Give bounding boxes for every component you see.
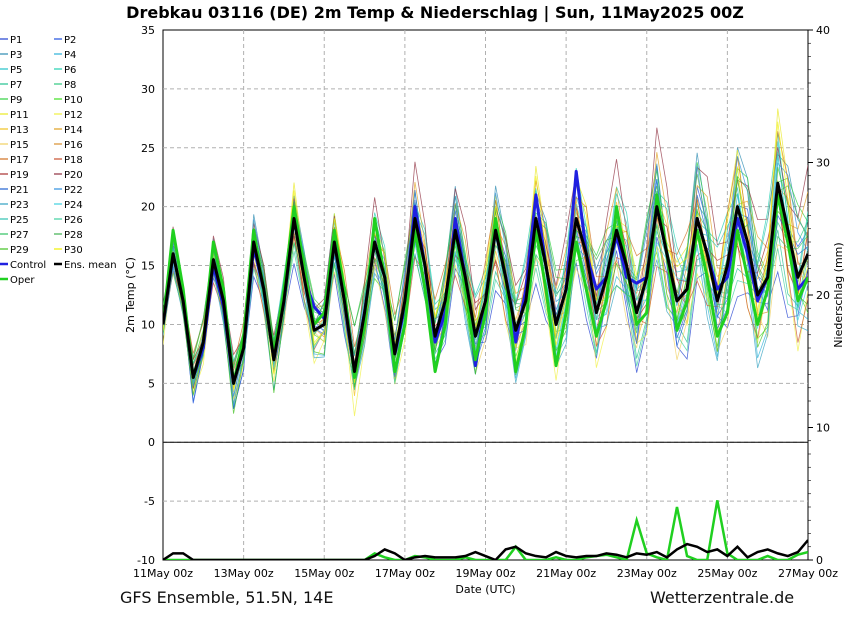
legend-label: P25	[10, 215, 29, 226]
legend-label: P22	[64, 185, 83, 196]
y-tick-label: 15	[141, 260, 155, 273]
y-tick-label: 25	[141, 142, 155, 155]
legend-label: P30	[64, 245, 83, 256]
legend-label: P18	[64, 155, 83, 166]
y-tick-label: 0	[148, 436, 155, 449]
legend-label: P7	[10, 80, 22, 91]
legend-label: P6	[64, 65, 76, 76]
x-axis-label: Date (UTC)	[455, 583, 515, 596]
legend-label: P11	[10, 110, 29, 121]
y-tick-label: -10	[137, 554, 155, 567]
model-location-label: GFS Ensemble, 51.5N, 14E	[120, 588, 334, 607]
y-tick-label: 35	[141, 24, 155, 37]
legend-label: P12	[64, 110, 83, 121]
legend-label: P24	[64, 200, 83, 211]
y-axis-label: 2m Temp (°C)	[124, 257, 137, 333]
x-tick-label: 27May 00z	[778, 567, 838, 580]
legend-label: Ens. mean	[64, 260, 117, 271]
legend-label: P15	[10, 140, 29, 151]
x-tick-label: 11May 00z	[133, 567, 193, 580]
legend-label: P10	[64, 95, 83, 106]
x-tick-label: 25May 00z	[697, 567, 757, 580]
legend-label: P8	[64, 80, 76, 91]
temp-line-ens-mean	[163, 181, 808, 385]
x-tick-label: 17May 00z	[375, 567, 435, 580]
y2-tick-label: 40	[816, 24, 830, 37]
legend-label: P21	[10, 185, 29, 196]
legend-label: P28	[64, 230, 83, 241]
legend-label: P5	[10, 65, 22, 76]
y2-axis-label: Niederschlag (mm)	[832, 242, 845, 347]
legend-label: P20	[64, 170, 83, 181]
legend-label: Control	[10, 260, 46, 271]
legend-label: P23	[10, 200, 29, 211]
legend-label: P4	[64, 50, 76, 61]
legend-label: P9	[10, 95, 22, 106]
y2-tick-label: 30	[816, 157, 830, 170]
legend-label: Oper	[10, 275, 35, 286]
x-tick-label: 15May 00z	[294, 567, 354, 580]
legend-label: P27	[10, 230, 29, 241]
legend: P1 P2 P3 P4 P5 P6 P7 P8 P9 P10 P11 P12 P13 P14 P15 P16 P…	[0, 35, 117, 286]
y2-tick-label: 10	[816, 422, 830, 435]
mean-precip-line	[163, 539, 808, 560]
x-tick-label: 19May 00z	[455, 567, 515, 580]
x-tick-label: 21May 00z	[536, 567, 596, 580]
site-credit: Wetterzentrale.de	[650, 588, 795, 607]
y-tick-label: -5	[144, 495, 155, 508]
y-tick-label: 10	[141, 318, 155, 331]
y-tick-label: 30	[141, 83, 155, 96]
legend-label: P17	[10, 155, 29, 166]
legend-label: P2	[64, 35, 76, 46]
legend-label: P19	[10, 170, 29, 181]
y2-tick-label: 0	[816, 554, 823, 567]
legend-label: P16	[64, 140, 83, 151]
y-tick-label: 5	[148, 377, 155, 390]
y-tick-label: 20	[141, 201, 155, 214]
x-tick-label: 23May 00z	[617, 567, 677, 580]
legend-label: P14	[64, 125, 83, 136]
x-tick-label: 13May 00z	[214, 567, 274, 580]
y2-tick-label: 20	[816, 289, 830, 302]
legend-label: P1	[10, 35, 22, 46]
legend-label: P3	[10, 50, 22, 61]
legend-label: P13	[10, 125, 29, 136]
legend-label: P26	[64, 215, 83, 226]
data-layer	[163, 108, 808, 560]
legend-label: P29	[10, 245, 29, 256]
chart-title: Drebkau 03116 (DE) 2m Temp & Niederschla…	[126, 3, 744, 23]
